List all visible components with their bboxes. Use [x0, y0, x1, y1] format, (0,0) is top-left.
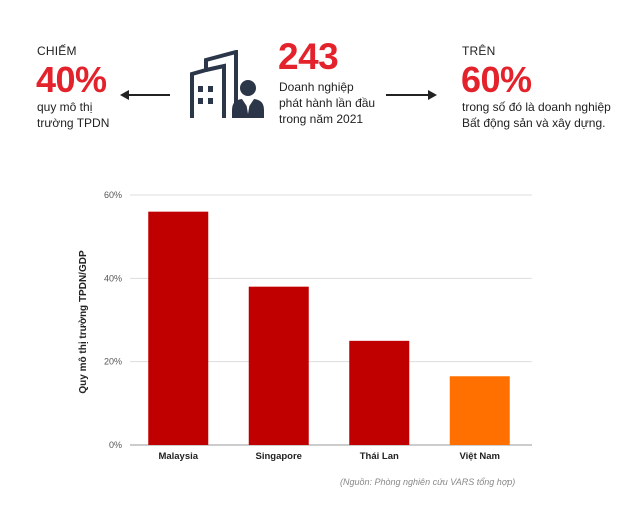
x-tick-label: Việt Nam: [460, 451, 500, 462]
bar-thái-lan: [349, 340, 410, 445]
right-stat-value: 60%: [461, 59, 532, 100]
x-tick-label: Thái Lan: [360, 451, 399, 462]
left-stat-label: CHIẾM: [37, 44, 77, 58]
left-stat-value: 40%: [36, 59, 107, 100]
bar-malaysia: [148, 211, 209, 445]
building-person-icon: [190, 50, 264, 118]
bar-việt-nam: [449, 376, 510, 445]
center-stat-desc-1: Doanh nghiệp: [279, 80, 354, 94]
right-stat-desc-1: trong số đó là doanh nghiệp: [462, 100, 611, 114]
y-tick-label: 0%: [109, 440, 122, 450]
left-stat-desc-1: quy mô thị: [37, 100, 93, 114]
center-stat-desc-3: trong năm 2021: [279, 112, 364, 126]
x-tick-label: Malaysia: [158, 451, 198, 462]
y-tick-label: 20%: [104, 357, 122, 367]
bar-singapore: [248, 286, 309, 445]
left-stat-desc-2: trường TPDN: [37, 116, 110, 130]
y-tick-label: 60%: [104, 190, 122, 200]
source-note: (Nguồn: Phòng nghiên cứu VARS tổng hợp): [340, 477, 516, 487]
center-stat-desc-2: phát hành lần đầu: [279, 96, 376, 110]
right-stat-desc-2: Bất động sản và xây dựng.: [462, 116, 606, 130]
y-tick-label: 40%: [104, 273, 122, 283]
y-axis-label: Quy mô thị trường TPDN/GDP: [78, 250, 89, 394]
x-tick-label: Singapore: [256, 451, 302, 462]
right-stat-label: TRÊN: [462, 44, 496, 58]
center-stat-value: 243: [278, 36, 339, 77]
